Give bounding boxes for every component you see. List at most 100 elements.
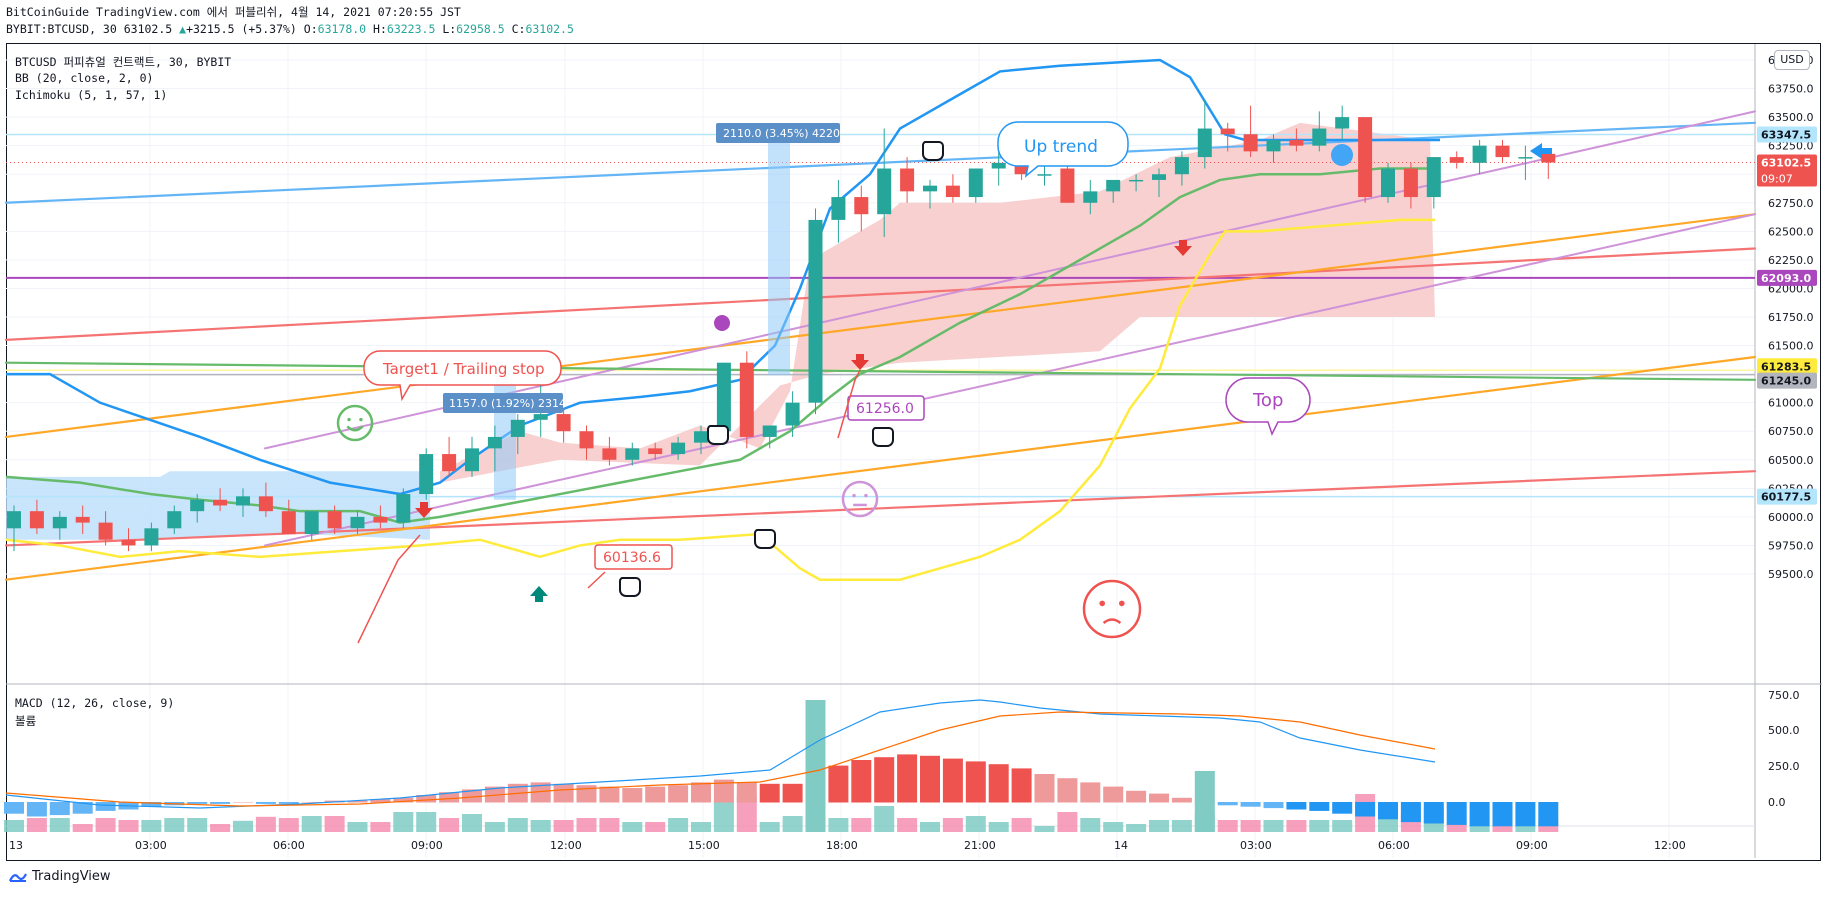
volume-bar xyxy=(210,824,231,832)
macd-histogram-bar xyxy=(1446,802,1467,825)
price-badge xyxy=(1757,126,1817,143)
volume-bar xyxy=(828,818,849,832)
macd-histogram-bar xyxy=(691,782,711,803)
macd-histogram-bar xyxy=(1057,778,1078,803)
publish-line: BitCoinGuide TradingView.com 에서 퍼블리쉬, 4월… xyxy=(6,5,461,19)
volume-bar xyxy=(713,800,734,832)
macd-histogram-bar xyxy=(1332,802,1353,814)
macd-histogram-bar xyxy=(736,782,757,803)
candle-body xyxy=(1449,157,1464,163)
candle-body xyxy=(1403,168,1418,198)
macd-histogram-bar xyxy=(439,792,460,803)
volume-bar xyxy=(553,820,574,832)
volume-bar xyxy=(1538,820,1559,832)
volume-bar xyxy=(484,822,505,832)
neutral-face-icon xyxy=(841,480,879,518)
drawn-arrow-line xyxy=(587,571,606,589)
macd-histogram-bar xyxy=(95,802,116,811)
time-tick-label: 13 xyxy=(9,839,23,852)
macd-histogram-bar xyxy=(1080,782,1101,803)
red-trend-line-upper xyxy=(4,247,1757,341)
low-label: L: xyxy=(442,22,457,36)
volume-bar xyxy=(1080,818,1101,832)
chart-frame xyxy=(6,43,1821,861)
candle-body xyxy=(785,402,800,426)
macd-histogram-bar xyxy=(233,802,253,803)
bot-icon xyxy=(1331,144,1353,166)
volume-bar xyxy=(965,816,986,832)
candle-body xyxy=(831,197,846,220)
macd-histogram-bar xyxy=(1492,802,1513,827)
happy-face-icon-eye xyxy=(347,417,351,422)
up-arrow-icon: ▲ xyxy=(179,22,187,36)
macd-histogram-bar xyxy=(1423,802,1444,824)
macd-histogram-bar xyxy=(1217,802,1238,806)
volume-bar xyxy=(72,824,93,832)
macd-histogram-bar xyxy=(1355,802,1376,817)
macd-tick-label: 500.0 xyxy=(1768,724,1800,737)
macd-histogram-bar xyxy=(1469,802,1490,827)
candle-body xyxy=(945,185,960,198)
macd-histogram-bar xyxy=(965,761,986,803)
level-label-1: 60136.6 xyxy=(603,550,661,566)
candle-body xyxy=(648,448,663,455)
volume-bar xyxy=(1263,820,1284,832)
macd-histogram-bar xyxy=(713,779,734,803)
down-arrow-icon xyxy=(851,354,869,370)
volume-spike-bar xyxy=(805,700,826,832)
candle-body xyxy=(1060,168,1075,203)
macd-histogram-bar xyxy=(530,782,551,803)
close-value: 63102.5 xyxy=(525,22,574,36)
volume-bar xyxy=(1309,820,1330,832)
happy-face-icon-mouth xyxy=(346,425,364,432)
volume-spike-bar xyxy=(1194,771,1215,832)
macd-histogram-bar xyxy=(1149,793,1169,803)
volume-bar xyxy=(851,818,872,832)
volume-bar xyxy=(347,822,368,832)
candle-body xyxy=(1174,157,1189,175)
volume-bar xyxy=(49,818,70,832)
macd-histogram-bar xyxy=(782,783,803,803)
volume-bar xyxy=(462,814,482,832)
last-price: 63102.5 xyxy=(123,22,173,36)
candle-body xyxy=(579,431,594,449)
volume-bar xyxy=(141,820,162,832)
volume-bar xyxy=(1011,818,1032,832)
price-badge-label: 61245.0 xyxy=(1761,375,1811,388)
volume-bar xyxy=(26,818,47,832)
macd-histogram-bar xyxy=(1515,802,1536,827)
macd-histogram-bar xyxy=(210,802,231,804)
sad-face-icon-eye xyxy=(1119,600,1125,607)
candle-body xyxy=(923,185,937,192)
macd-histogram-bar xyxy=(920,755,940,803)
price-tick-label: 61500.0 xyxy=(1768,340,1814,353)
hand-pointer-icon xyxy=(921,141,944,161)
volume-bar xyxy=(164,818,185,832)
volume-bar xyxy=(1446,824,1467,832)
candle-body xyxy=(213,499,228,506)
time-tick-label: 06:00 xyxy=(273,839,305,852)
sad-face-icon xyxy=(1082,579,1142,639)
measure-label-2-bg xyxy=(716,123,840,143)
price-tick-label: 62750.0 xyxy=(1768,197,1814,210)
low-value: 62958.5 xyxy=(456,22,505,36)
drawn-arrow-line xyxy=(837,369,861,439)
price-badge xyxy=(1757,358,1817,375)
candle-body xyxy=(236,496,250,506)
macd-line xyxy=(5,699,1436,809)
macd-histogram-bar xyxy=(1286,802,1307,810)
volume-bar xyxy=(416,812,437,832)
candle-body xyxy=(98,522,113,540)
price-badge-label: 62093.0 xyxy=(1761,272,1811,285)
measure-label-1-bg xyxy=(443,393,563,413)
candle-body xyxy=(304,511,319,535)
macd-histogram-bar xyxy=(187,802,208,804)
currency-badge[interactable]: USD xyxy=(1774,50,1810,70)
time-tick-label: 03:00 xyxy=(1240,839,1272,852)
red-trend-line-lower xyxy=(4,470,1757,547)
volume-bar xyxy=(255,816,276,832)
candle-body xyxy=(442,454,457,472)
volume-bar xyxy=(599,818,620,832)
candle-body xyxy=(625,448,640,460)
